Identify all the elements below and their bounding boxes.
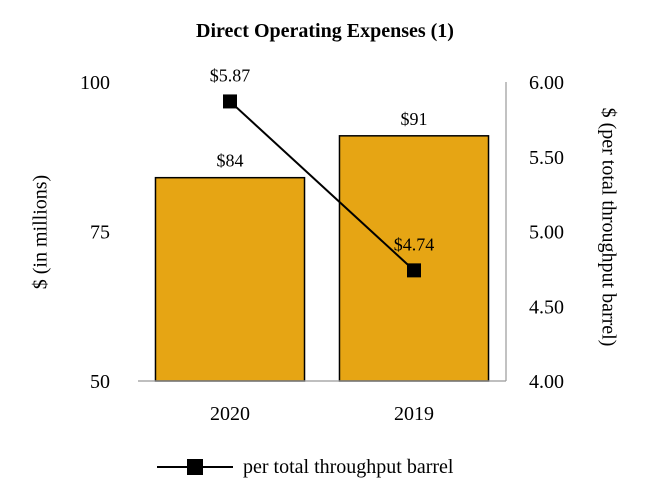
line-data-label: $4.74	[394, 234, 435, 254]
line-data-label: $5.87	[210, 65, 251, 85]
y-axis-right-tick-label: 5.50	[529, 147, 564, 169]
y-axis-left-tick-label: 50	[90, 371, 110, 393]
series-line	[229, 100, 415, 272]
chart-title: Direct Operating Expenses (1)	[196, 20, 454, 42]
y-axis-right-tick-label: 4.00	[529, 371, 564, 393]
line-point-marker	[223, 94, 237, 109]
y-axis-right-tick-label: 6.00	[529, 72, 564, 94]
y-axis-left-tick-label: 75	[90, 222, 110, 244]
legend-label: per total throughput barrel	[243, 456, 454, 478]
y-axis-right-tick-label: 4.50	[529, 296, 564, 318]
bar	[338, 135, 490, 382]
bar-data-label: $91	[401, 109, 428, 129]
legend-swatch	[157, 459, 233, 475]
bar	[154, 176, 306, 382]
y-axis-right-tick-label: 5.00	[529, 222, 564, 244]
x-axis-tick-label: 2019	[394, 403, 434, 425]
y-axis-left-tick-label: 100	[80, 72, 110, 94]
line-point-marker	[407, 263, 421, 278]
x-axis-tick-label: 2020	[210, 403, 250, 425]
bar-data-label: $84	[217, 151, 244, 171]
